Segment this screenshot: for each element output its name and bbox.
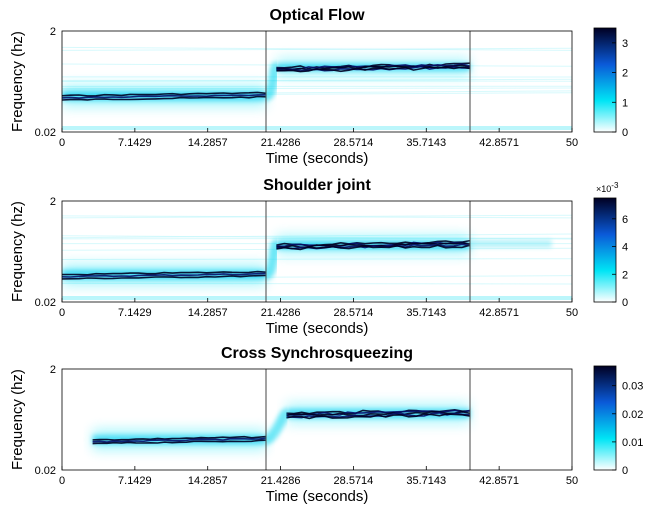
colorbar <box>593 27 617 133</box>
colorbar-tick-label: 0 <box>622 465 628 477</box>
chart-title: Shoulder joint <box>263 177 371 194</box>
x-tick-label: 7.1429 <box>118 307 152 319</box>
y-axis-label: Frequency (hz) <box>9 369 26 470</box>
band-glow <box>92 435 266 445</box>
band-ridge <box>62 95 267 101</box>
trailing-band <box>470 239 552 248</box>
x-tick-label: 35.7143 <box>406 475 446 487</box>
low-frequency-band <box>62 296 572 300</box>
plot-frame <box>61 368 573 471</box>
colorbar-tick-label: 0.02 <box>622 409 643 421</box>
x-axis-label: Time (seconds) <box>266 488 369 505</box>
x-tick-label: 0 <box>59 475 65 487</box>
colorbar-tick-label: 0.03 <box>622 381 643 393</box>
plot-frame <box>61 30 573 133</box>
band-ridge <box>92 435 267 441</box>
x-tick-label: 50 <box>566 307 578 319</box>
colorbar-tick-label: 4 <box>622 242 628 254</box>
x-tick-label: 14.2857 <box>188 307 228 319</box>
x-tick-label: 21.4286 <box>261 475 301 487</box>
x-tick-label: 28.5714 <box>334 137 374 149</box>
transition-ramp <box>263 239 282 280</box>
y-tick-label: 0.02 <box>35 465 56 477</box>
x-tick-label: 7.1429 <box>118 137 152 149</box>
band-ridge <box>62 91 267 97</box>
colorbar-tick-label: 1 <box>622 97 628 109</box>
colorbar-tick-label: 3 <box>622 38 628 50</box>
x-tick-label: 42.8571 <box>479 307 519 319</box>
colorbar-tick-label: 6 <box>622 214 628 226</box>
x-tick-label: 14.2857 <box>188 475 228 487</box>
noise-ridge <box>62 215 572 219</box>
x-tick-label: 0 <box>59 307 65 319</box>
band-ridge <box>62 274 267 280</box>
subplot-2: Shoulder joint 0 7.1429 14.2857 21.4286 28.57… <box>9 177 628 337</box>
x-tick-label: 42.8571 <box>479 137 519 149</box>
plot-area <box>62 31 572 132</box>
x-axis-label: Time (seconds) <box>266 150 369 167</box>
x-tick-label: 50 <box>566 137 578 149</box>
y-axis-label: Frequency (hz) <box>9 31 26 132</box>
x-tick-label: 42.8571 <box>479 475 519 487</box>
y-tick-label: 0.02 <box>35 297 56 309</box>
x-tick-label: 14.2857 <box>188 137 228 149</box>
colorbar-exponent: ×10-3 <box>596 181 619 194</box>
band-ridge <box>276 239 471 247</box>
noise-ridge <box>62 78 572 82</box>
y-tick-label: 0.02 <box>35 127 56 139</box>
x-tick-label: 35.7143 <box>406 307 446 319</box>
band-ridge <box>62 272 267 278</box>
x-tick-label: 0 <box>59 137 65 149</box>
band-ridge <box>286 413 471 420</box>
x-tick-label: 21.4286 <box>261 137 301 149</box>
y-axis-label: Frequency (hz) <box>9 201 26 302</box>
colorbar <box>593 365 617 471</box>
colorbar-tick-label: 0 <box>622 127 628 139</box>
transition-ramp <box>264 408 292 445</box>
noise-ridge <box>62 258 572 261</box>
band-ridge <box>276 62 471 70</box>
y-tick-label: 2 <box>50 196 56 208</box>
x-axis-label: Time (seconds) <box>266 320 369 337</box>
band-ridge <box>62 94 267 99</box>
subplot-3: Cross Synchrosqueezing 0 7.1429 14.2857 21.4… <box>9 345 643 505</box>
low-frequency-band <box>62 126 572 130</box>
y-tick-label: 2 <box>50 364 56 376</box>
subplot-1: Optical Flow 0 7.1429 14.2857 21.4286 28.5714… <box>9 7 628 167</box>
band-glow <box>276 63 470 72</box>
x-tick-label: 28.5714 <box>334 475 374 487</box>
colorbar <box>593 197 617 303</box>
band-ridge <box>286 410 471 417</box>
plot-frame <box>61 200 573 303</box>
colorbar-tick-label: 0 <box>622 297 628 309</box>
y-tick-label: 2 <box>50 26 56 38</box>
chart-title: Cross Synchrosqueezing <box>221 345 413 362</box>
colorbar-tick-label: 2 <box>622 68 628 80</box>
x-tick-label: 50 <box>566 475 578 487</box>
plot-area <box>62 201 572 302</box>
colorbar-tick-label: 2 <box>622 269 628 281</box>
band-ridge <box>92 439 267 445</box>
transition-ramp <box>263 62 282 101</box>
x-tick-label: 21.4286 <box>261 307 301 319</box>
band-ridge <box>92 437 267 443</box>
band-ridge <box>276 66 471 73</box>
x-tick-label: 7.1429 <box>118 475 152 487</box>
colorbar-tick-label: 0.01 <box>622 437 643 449</box>
band-ridge <box>62 270 267 276</box>
x-tick-label: 28.5714 <box>334 307 374 319</box>
x-tick-label: 35.7143 <box>406 137 446 149</box>
band-ridge <box>276 244 471 251</box>
chart-title: Optical Flow <box>269 7 365 24</box>
noise-ridge <box>62 46 572 51</box>
plot-area <box>62 369 572 470</box>
